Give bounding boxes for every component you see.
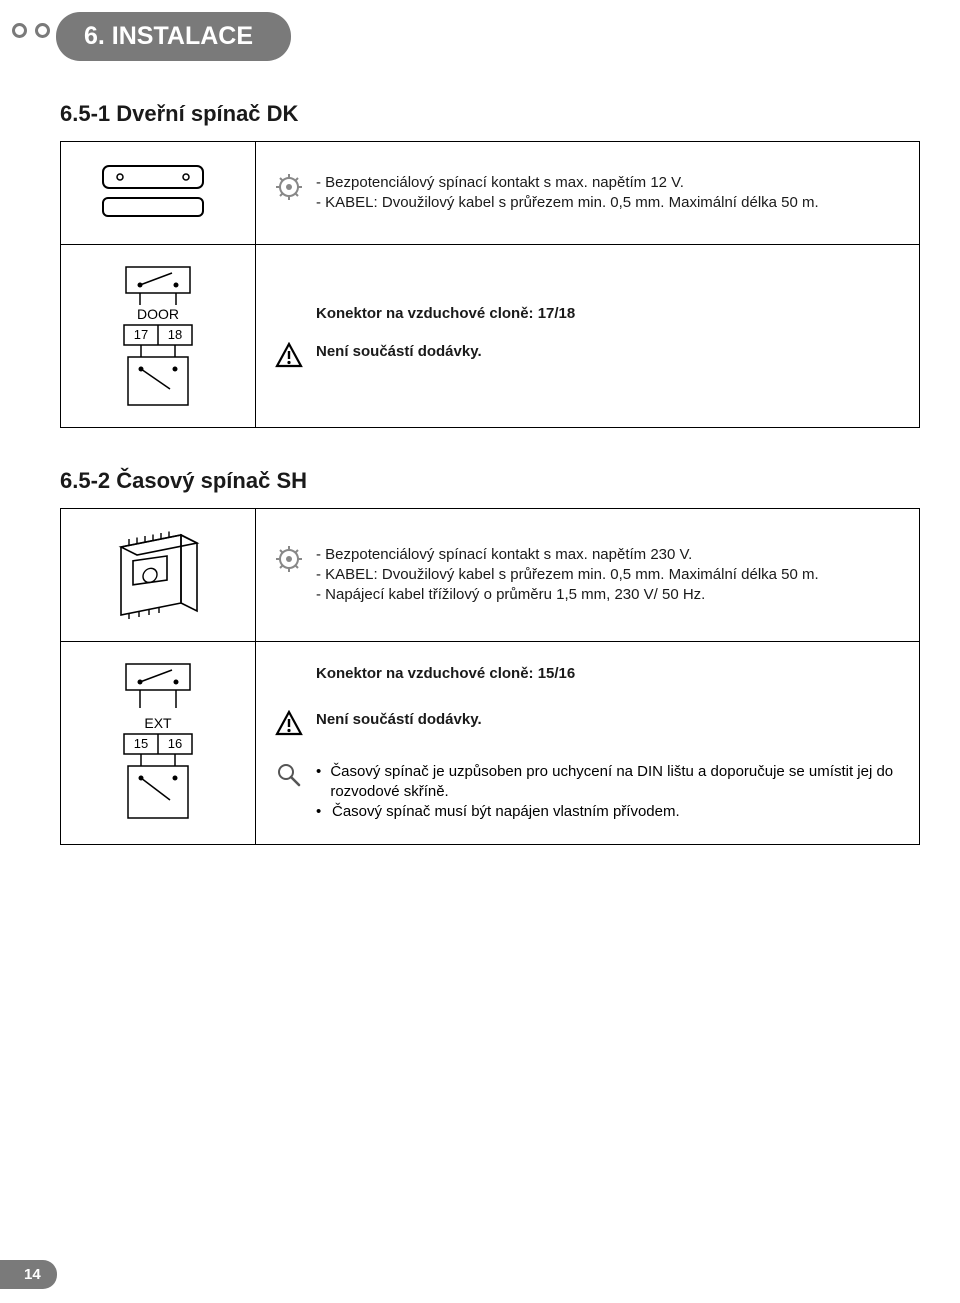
terminal-num: 15: [134, 736, 148, 751]
section-1-row-terminal: DOOR 17 18 Konektor na vzduc: [61, 244, 919, 427]
section-1-spec-cell: - Bezpotenciálový spínací kontakt s max.…: [256, 142, 919, 244]
warning-icon: [275, 342, 303, 368]
warning-text: Není součástí dodávky.: [316, 342, 482, 362]
warning-icon: [275, 710, 303, 736]
note-line: Časový spínač musí být napájen vlastním …: [332, 802, 680, 822]
terminal-num: 17: [134, 327, 148, 342]
section-2-row-spec: - Bezpotenciálový spínací kontakt s max.…: [61, 509, 919, 641]
gear-icon: [275, 173, 303, 201]
section-header-tab: 6. INSTALACE: [56, 12, 291, 61]
section-header-title: 6. INSTALACE: [84, 22, 253, 50]
ext-terminal-illustration-cell: EXT 15 16: [61, 642, 256, 844]
note-line: Časový spínač je uzpůsoben pro uchycení …: [330, 762, 901, 803]
section-1-terminal-cell: Konektor na vzduchové cloně: 17/18 Není …: [256, 245, 919, 427]
door-sensor-icon: [98, 158, 218, 228]
terminal-label: DOOR: [137, 306, 179, 322]
dot-icon: [35, 23, 50, 38]
terminal-num: 18: [168, 327, 182, 342]
gear-icon: [275, 545, 303, 573]
konektor-text: Konektor na vzduchové cloně: 15/16: [316, 664, 575, 684]
bullet-dot: •: [316, 802, 326, 822]
warning-text: Není součástí dodávky.: [316, 710, 482, 730]
din-timer-icon: [103, 525, 213, 625]
spec-line: - Napájecí kabel třížilový o průměru 1,5…: [316, 585, 819, 605]
door-terminal-diagram-icon: DOOR 17 18: [98, 261, 218, 411]
spec-line: - Bezpotenciálový spínací kontakt s max.…: [316, 173, 819, 193]
section-2-terminal-cell: Konektor na vzduchové cloně: 15/16 Není …: [256, 642, 919, 844]
section-2-spec-cell: - Bezpotenciálový spínací kontakt s max.…: [256, 509, 919, 641]
magnifier-icon: [276, 762, 302, 788]
section-2-spec-text: - Bezpotenciálový spínací kontakt s max.…: [316, 545, 819, 606]
bullet-dot: •: [316, 762, 324, 803]
spec-line: - KABEL: Dvoužilový kabel s průřezem min…: [316, 565, 819, 585]
page-number-tab: 14: [0, 1260, 57, 1289]
terminal-num: 16: [168, 736, 182, 751]
section-1-row-spec: - Bezpotenciálový spínací kontakt s max.…: [61, 142, 919, 244]
spec-line: - KABEL: Dvoužilový kabel s průřezem min…: [316, 193, 819, 213]
header-decorative-dots: [12, 23, 50, 38]
section-2-row-terminal: EXT 15 16 Konektor na vzduchové cloně:: [61, 641, 919, 844]
ext-terminal-diagram-icon: EXT 15 16: [98, 658, 218, 828]
section-1-spec-text: - Bezpotenciálový spínací kontakt s max.…: [316, 173, 819, 214]
konektor-text: Konektor na vzduchové cloně: 17/18: [316, 304, 575, 324]
section-2-box: - Bezpotenciálový spínací kontakt s max.…: [60, 508, 920, 845]
notes-block: • Časový spínač je uzpůsoben pro uchycen…: [316, 762, 901, 823]
subsection-title-sh: 6.5-2 Časový spínač SH: [60, 468, 920, 494]
timer-illustration-cell: [61, 509, 256, 641]
terminal-label: EXT: [144, 715, 172, 731]
door-sensor-illustration-cell: [61, 142, 256, 244]
dot-icon: [12, 23, 27, 38]
section-1-box: - Bezpotenciálový spínací kontakt s max.…: [60, 141, 920, 428]
page-number: 14: [24, 1266, 41, 1283]
subsection-title-dk: 6.5-1 Dveřní spínač DK: [60, 101, 920, 127]
spec-line: - Bezpotenciálový spínací kontakt s max.…: [316, 545, 819, 565]
door-terminal-illustration-cell: DOOR 17 18: [61, 245, 256, 427]
